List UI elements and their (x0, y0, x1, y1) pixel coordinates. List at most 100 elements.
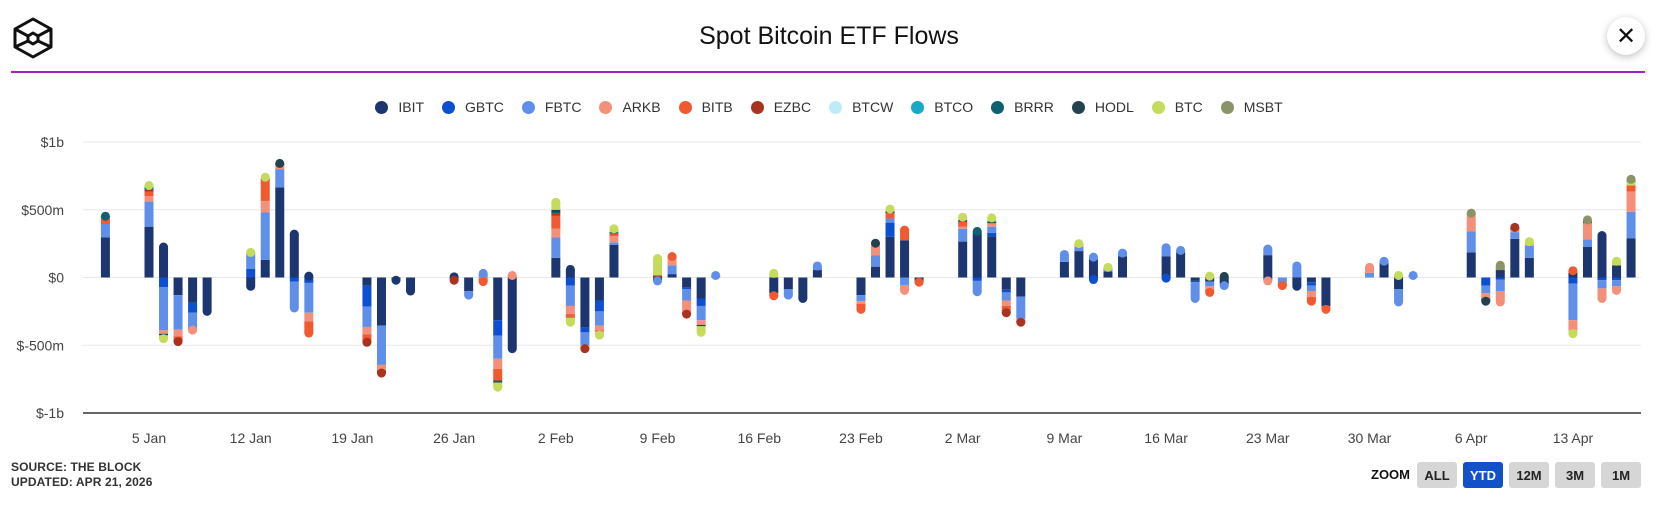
bar-2026-01-02[interactable] (100, 211, 110, 278)
bar-2026-03-27[interactable] (1321, 277, 1331, 314)
bar-2026-01-20[interactable] (362, 277, 372, 347)
legend-item-arkb[interactable]: ARKB (599, 99, 661, 115)
bar-2026-03-16[interactable] (1161, 243, 1171, 283)
bar-segment-gbtc (1481, 277, 1491, 286)
legend-item-btc[interactable]: BTC (1151, 99, 1203, 115)
bar-2026-02-26[interactable] (900, 225, 910, 295)
bar-2026-01-29[interactable] (493, 277, 503, 392)
bar-2026-04-17[interactable] (1626, 174, 1636, 278)
bar-2026-02-18[interactable] (783, 277, 793, 300)
bar-2026-03-30[interactable] (1365, 262, 1375, 278)
bar-2026-04-14[interactable] (1582, 215, 1592, 278)
bar-2026-03-26[interactable] (1306, 277, 1316, 306)
bar-2026-03-04[interactable] (987, 213, 997, 278)
bar-2026-01-06[interactable] (159, 242, 169, 344)
bar-2026-01-26[interactable] (449, 272, 459, 285)
bar-2026-01-09[interactable] (202, 277, 212, 316)
bar-2026-03-06[interactable] (1016, 277, 1026, 327)
legend-item-hodl[interactable]: HODL (1071, 99, 1134, 115)
bar-2026-01-15[interactable] (289, 229, 299, 313)
bar-2026-02-11[interactable] (682, 277, 692, 319)
legend-item-btco[interactable]: BTCO (911, 99, 973, 115)
legend-item-bitb[interactable]: BITB (678, 99, 733, 115)
bar-2026-01-08[interactable] (188, 277, 198, 335)
bar-cap (1481, 296, 1491, 306)
bar-segment-ibit (609, 244, 619, 278)
bar-2026-01-27[interactable] (464, 277, 474, 300)
bar-2026-02-27[interactable] (914, 277, 924, 287)
bar-2026-04-09[interactable] (1510, 222, 1520, 278)
bar-2026-03-18[interactable] (1190, 277, 1200, 304)
bar-cap (972, 226, 982, 236)
legend-item-ezbc[interactable]: EZBC (750, 99, 811, 115)
legend-item-ibit[interactable]: IBIT (375, 99, 424, 115)
bar-2026-03-05[interactable] (1001, 277, 1011, 318)
bar-2026-01-05[interactable] (144, 180, 154, 278)
bar-2026-02-02[interactable] (551, 197, 561, 278)
bar-2026-01-22[interactable] (391, 275, 401, 285)
bar-2026-04-06[interactable] (1466, 208, 1476, 278)
bar-segment-ibit (1524, 257, 1534, 278)
bar-2026-02-06[interactable] (609, 224, 619, 278)
bar-2026-02-12[interactable] (696, 277, 706, 337)
bar-2026-04-15[interactable] (1597, 230, 1607, 304)
bar-2026-02-19[interactable] (798, 277, 808, 304)
close-button[interactable]: ✕ (1607, 17, 1645, 55)
bar-2026-02-23[interactable] (856, 277, 866, 314)
bar-2026-03-23[interactable] (1263, 244, 1273, 286)
bar-2026-02-20[interactable] (812, 261, 822, 278)
bar-2026-02-24[interactable] (871, 238, 880, 278)
bar-2026-03-20[interactable] (1219, 271, 1229, 291)
bar-2026-01-21[interactable] (376, 277, 386, 378)
legend-item-fbtc[interactable]: FBTC (521, 99, 581, 115)
bar-2026-03-02[interactable] (958, 212, 968, 278)
legend-item-gbtc[interactable]: GBTC (442, 99, 504, 115)
bar-2026-02-09[interactable] (653, 254, 663, 286)
bar-2026-02-03[interactable] (565, 264, 575, 327)
bar-2026-03-13[interactable] (1118, 248, 1128, 278)
bar-2026-02-04[interactable] (580, 277, 590, 354)
zoom-ytd-button[interactable]: YTD (1463, 462, 1503, 488)
bar-2026-03-24[interactable] (1277, 277, 1287, 291)
bar-2026-01-30[interactable] (507, 270, 517, 354)
bar-2026-03-09[interactable] (1059, 249, 1069, 278)
bar-2026-01-12[interactable] (246, 247, 256, 291)
legend-item-brrr[interactable]: BRRR (991, 99, 1054, 115)
bar-2026-04-10[interactable] (1524, 237, 1534, 278)
bar-2026-02-10[interactable] (667, 251, 677, 278)
bar-2026-03-11[interactable] (1088, 252, 1098, 285)
bar-2026-02-05[interactable] (594, 277, 604, 340)
bar-2026-04-08[interactable] (1495, 260, 1505, 307)
bar-2026-01-13[interactable] (260, 172, 270, 278)
bar-2026-03-03[interactable] (972, 226, 982, 297)
bar-2026-03-17[interactable] (1176, 245, 1186, 278)
bar-segment-fbtc (246, 253, 256, 269)
bar-cap (1597, 230, 1607, 240)
zoom-12m-button[interactable]: 12M (1509, 462, 1549, 488)
legend-item-btcw[interactable]: BTCW (829, 99, 893, 115)
bar-2026-04-16[interactable] (1612, 256, 1622, 295)
bar-2026-03-31[interactable] (1379, 256, 1389, 278)
bar-2026-03-19[interactable] (1205, 271, 1215, 297)
zoom-1m-button[interactable]: 1M (1601, 462, 1641, 488)
bar-2026-02-17[interactable] (769, 268, 779, 301)
bar-2026-01-07[interactable] (173, 277, 183, 347)
bar-2026-02-25[interactable] (885, 204, 895, 278)
bar-2026-04-01[interactable] (1394, 270, 1404, 307)
bar-2026-03-25[interactable] (1292, 261, 1302, 291)
bar-2026-03-10[interactable] (1074, 239, 1084, 278)
bar-2026-04-07[interactable] (1481, 277, 1491, 306)
bar-segment-ibit (972, 233, 982, 278)
zoom-3m-button[interactable]: 3M (1555, 462, 1595, 488)
bar-2026-01-23[interactable] (406, 277, 416, 296)
bar-2026-02-13[interactable] (711, 270, 721, 280)
bar-2026-04-02[interactable] (1408, 270, 1418, 280)
bar-2026-01-28[interactable] (478, 268, 488, 287)
bar-segment-ibit (188, 277, 198, 303)
legend-item-msbt[interactable]: MSBT (1220, 99, 1283, 115)
bar-2026-04-13[interactable] (1568, 266, 1578, 339)
bar-2026-01-14[interactable] (275, 158, 285, 278)
zoom-all-button[interactable]: ALL (1417, 462, 1457, 488)
bar-2026-03-12[interactable] (1103, 262, 1113, 278)
bar-2026-01-16[interactable] (304, 271, 314, 338)
